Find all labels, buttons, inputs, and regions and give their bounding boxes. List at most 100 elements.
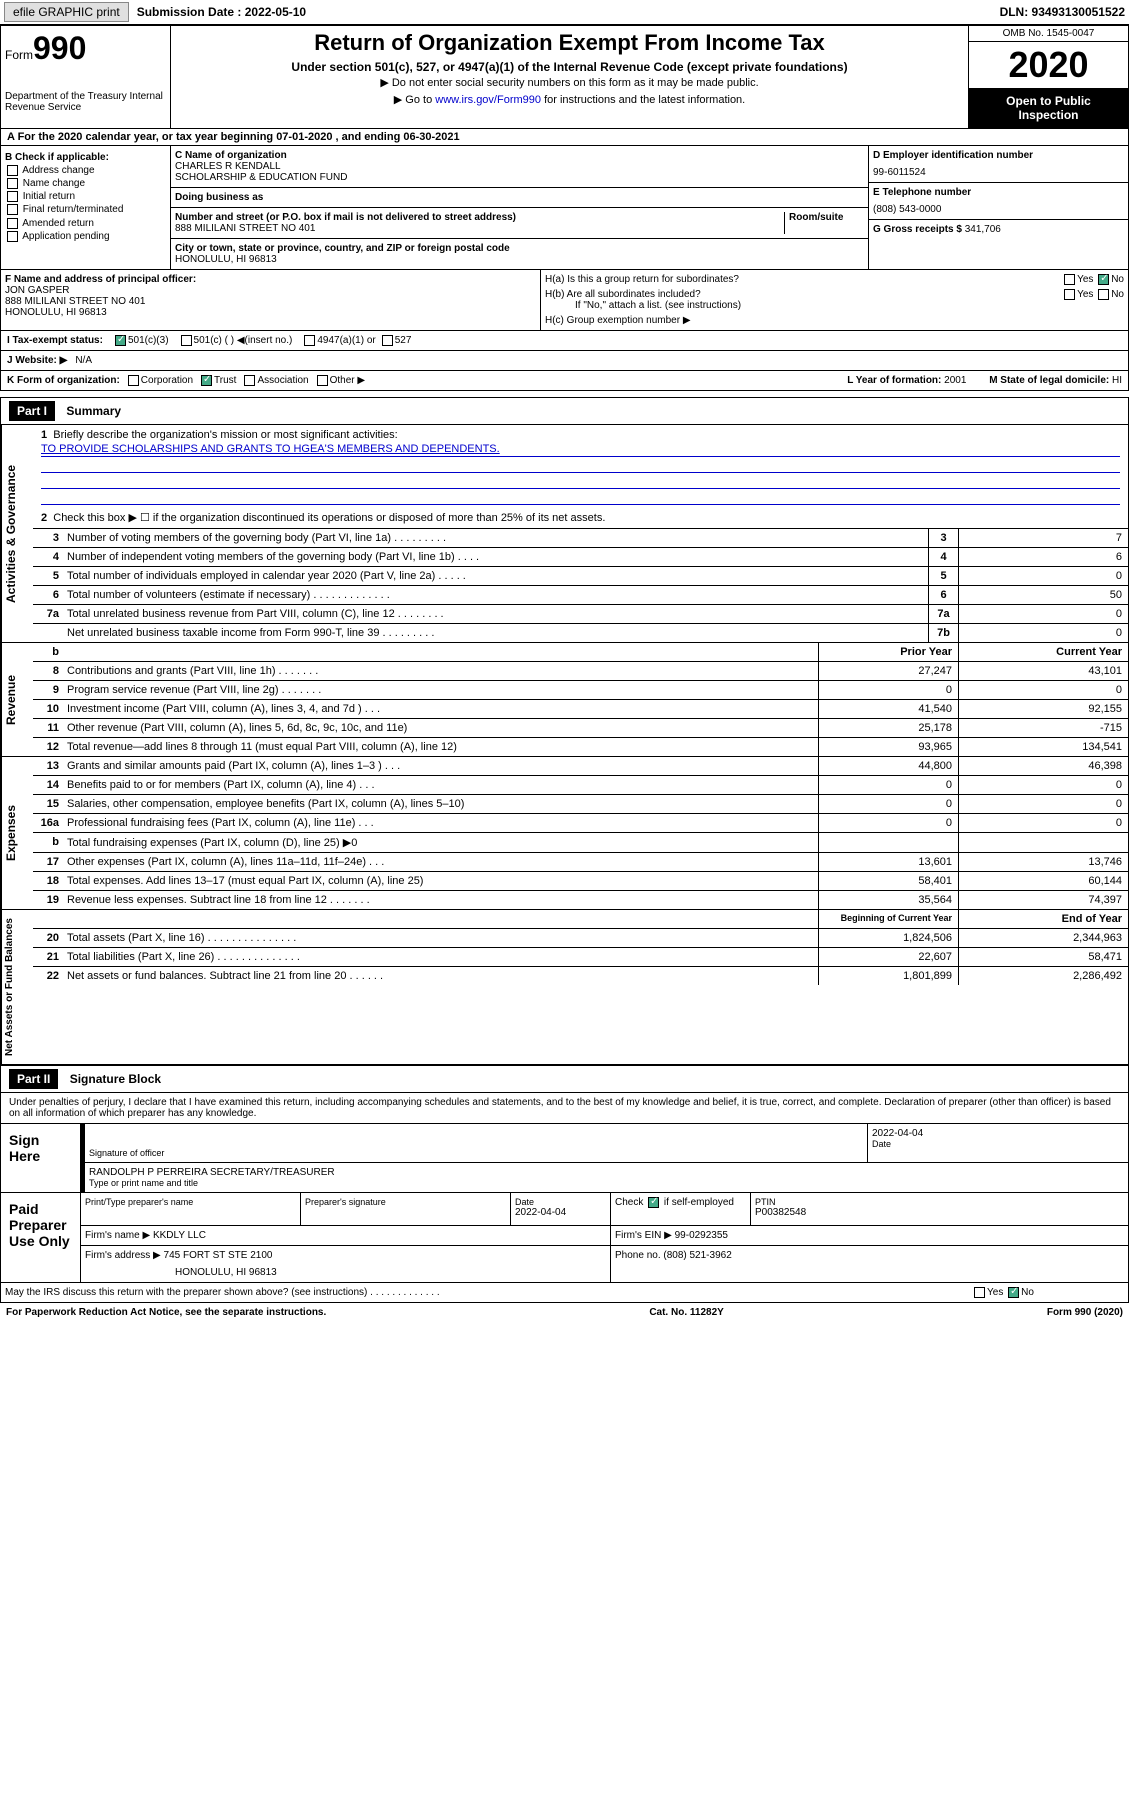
summary-line: b Total fundraising expenses (Part IX, c… bbox=[33, 833, 1128, 853]
gross-value: 341,706 bbox=[965, 224, 1001, 235]
gross-label: G Gross receipts $ bbox=[873, 224, 965, 235]
firm-name: KKDLY LLC bbox=[153, 1230, 206, 1241]
cat-no: Cat. No. 11282Y bbox=[326, 1307, 1047, 1318]
omb-number: OMB No. 1545-0047 bbox=[969, 26, 1128, 42]
top-toolbar: efile GRAPHIC print Submission Date : 20… bbox=[0, 0, 1129, 25]
officer-row: F Name and address of principal officer:… bbox=[0, 270, 1129, 331]
dba-label: Doing business as bbox=[175, 192, 864, 203]
form-id-block: Form990 Department of the Treasury Inter… bbox=[1, 26, 171, 128]
sign-here-label: Sign Here bbox=[1, 1124, 81, 1192]
part-2-title: Signature Block bbox=[70, 1072, 161, 1086]
form-word: Form bbox=[5, 48, 33, 62]
summary-line: 17 Other expenses (Part IX, column (A), … bbox=[33, 853, 1128, 872]
website-value: N/A bbox=[75, 355, 92, 366]
part-1-header: Part I bbox=[9, 401, 55, 421]
summary-line: 12 Total revenue—add lines 8 through 11 … bbox=[33, 738, 1128, 756]
ein-label: D Employer identification number bbox=[873, 150, 1124, 161]
summary-line: 14 Benefits paid to or for members (Part… bbox=[33, 776, 1128, 795]
firm-phone: (808) 521-3962 bbox=[663, 1250, 731, 1261]
city-value: HONOLULU, HI 96813 bbox=[175, 254, 864, 265]
summary-line: 6 Total number of volunteers (estimate i… bbox=[33, 586, 1128, 605]
summary-line: 10 Investment income (Part VIII, column … bbox=[33, 700, 1128, 719]
page-footer: For Paperwork Reduction Act Notice, see … bbox=[0, 1303, 1129, 1322]
firm-addr: 745 FORT ST STE 2100 bbox=[164, 1250, 273, 1261]
summary-line: Net unrelated business taxable income fr… bbox=[33, 624, 1128, 642]
org-name-label: C Name of organization bbox=[175, 150, 864, 161]
addr-value: 888 MILILANI STREET NO 401 bbox=[175, 223, 784, 234]
officer-name: JON GASPER bbox=[5, 285, 536, 296]
col-eoy: End of Year bbox=[958, 910, 1128, 928]
irs-link[interactable]: www.irs.gov/Form990 bbox=[435, 94, 541, 106]
form-year-block: OMB No. 1545-0047 2020 Open to Public In… bbox=[968, 26, 1128, 128]
website-row: J Website: ▶ N/A bbox=[0, 351, 1129, 371]
submission-date: Submission Date : 2022-05-10 bbox=[137, 5, 306, 19]
checkbox-option: Application pending bbox=[5, 231, 166, 242]
officer-addr2: HONOLULU, HI 96813 bbox=[5, 307, 536, 318]
col-current: Current Year bbox=[958, 643, 1128, 661]
summary-line: 7a Total unrelated business revenue from… bbox=[33, 605, 1128, 624]
sig-officer-label: Signature of officer bbox=[89, 1148, 863, 1158]
discontinued-check: Check this box ▶ ☐ if the organization d… bbox=[53, 512, 605, 524]
org-name: CHARLES R KENDALL SCHOLARSHIP & EDUCATIO… bbox=[175, 161, 864, 183]
col-boy: Beginning of Current Year bbox=[818, 910, 958, 928]
summary-line: 9 Program service revenue (Part VIII, li… bbox=[33, 681, 1128, 700]
firm-ein: 99-0292355 bbox=[675, 1230, 728, 1241]
group-exemption: H(c) Group exemption number ▶ bbox=[545, 315, 1124, 326]
ptin-value: P00382548 bbox=[755, 1207, 1124, 1218]
section-b-title: B Check if applicable: bbox=[5, 152, 166, 163]
vert-revenue: Revenue bbox=[1, 643, 33, 756]
vert-governance: Activities & Governance bbox=[1, 425, 33, 642]
checkbox-option: Address change bbox=[5, 165, 166, 176]
checkbox-option: Final return/terminated bbox=[5, 204, 166, 215]
sig-date: 2022-04-04 bbox=[872, 1128, 1124, 1139]
summary-line: 8 Contributions and grants (Part VIII, l… bbox=[33, 662, 1128, 681]
summary-line: 18 Total expenses. Add lines 13–17 (must… bbox=[33, 872, 1128, 891]
checkbox-option: Amended return bbox=[5, 218, 166, 229]
discuss-question: May the IRS discuss this return with the… bbox=[1, 1283, 968, 1302]
section-h: H(a) Is this a group return for subordin… bbox=[541, 270, 1128, 330]
prep-date: 2022-04-04 bbox=[515, 1207, 606, 1218]
part-1: Part I Summary Activities & Governance 1… bbox=[0, 397, 1129, 1065]
entity-block: B Check if applicable: Address change Na… bbox=[0, 146, 1129, 270]
phone-label: E Telephone number bbox=[873, 187, 1124, 198]
org-form-row: K Form of organization: Corporation Trus… bbox=[0, 371, 1129, 391]
dln-label: DLN: 93493130051522 bbox=[1000, 5, 1125, 19]
summary-line: 21 Total liabilities (Part X, line 26) .… bbox=[33, 948, 1128, 967]
part-1-title: Summary bbox=[66, 404, 121, 418]
summary-line: 13 Grants and similar amounts paid (Part… bbox=[33, 757, 1128, 776]
checkbox-option: Initial return bbox=[5, 191, 166, 202]
form-title: Return of Organization Exempt From Incom… bbox=[175, 30, 964, 56]
tax-year-row: A For the 2020 calendar year, or tax yea… bbox=[0, 129, 1129, 146]
summary-line: 22 Net assets or fund balances. Subtract… bbox=[33, 967, 1128, 985]
part-2-header: Part II bbox=[9, 1069, 58, 1089]
section-b: B Check if applicable: Address change Na… bbox=[1, 146, 171, 269]
phone-value: (808) 543-0000 bbox=[873, 204, 1124, 215]
col-prior: Prior Year bbox=[818, 643, 958, 661]
city-label: City or town, state or province, country… bbox=[175, 243, 864, 254]
form-note-2: ▶ Go to www.irs.gov/Form990 for instruct… bbox=[175, 93, 964, 106]
form-ref: Form 990 (2020) bbox=[1047, 1307, 1123, 1318]
paperwork-notice: For Paperwork Reduction Act Notice, see … bbox=[6, 1307, 326, 1318]
checkbox-option: Name change bbox=[5, 178, 166, 189]
summary-line: 19 Revenue less expenses. Subtract line … bbox=[33, 891, 1128, 909]
form-subtitle: Under section 501(c), 527, or 4947(a)(1)… bbox=[175, 60, 964, 74]
summary-line: 15 Salaries, other compensation, employe… bbox=[33, 795, 1128, 814]
ein-value: 99-6011524 bbox=[873, 167, 1124, 178]
officer-printed-name: RANDOLPH P PERREIRA SECRETARY/TREASURER bbox=[89, 1167, 1124, 1178]
tax-status-row: I Tax-exempt status: 501(c)(3) 501(c) ( … bbox=[0, 331, 1129, 351]
room-label: Room/suite bbox=[789, 212, 864, 223]
addr-label: Number and street (or P.O. box if mail i… bbox=[175, 212, 784, 223]
section-c: C Name of organization CHARLES R KENDALL… bbox=[171, 146, 868, 269]
mission-text: TO PROVIDE SCHOLARSHIPS AND GRANTS TO HG… bbox=[41, 443, 1120, 457]
paid-preparer-label: Paid Preparer Use Only bbox=[1, 1193, 81, 1282]
form-number: 990 bbox=[33, 30, 86, 66]
tax-year: 2020 bbox=[969, 42, 1128, 88]
summary-line: 5 Total number of individuals employed i… bbox=[33, 567, 1128, 586]
vert-netassets: Net Assets or Fund Balances bbox=[1, 910, 33, 1064]
summary-line: 20 Total assets (Part X, line 16) . . . … bbox=[33, 929, 1128, 948]
officer-addr1: 888 MILILANI STREET NO 401 bbox=[5, 296, 536, 307]
perjury-declaration: Under penalties of perjury, I declare th… bbox=[1, 1093, 1128, 1123]
part-2: Part II Signature Block Under penalties … bbox=[0, 1065, 1129, 1303]
efile-print-button[interactable]: efile GRAPHIC print bbox=[4, 2, 129, 22]
summary-line: 4 Number of independent voting members o… bbox=[33, 548, 1128, 567]
